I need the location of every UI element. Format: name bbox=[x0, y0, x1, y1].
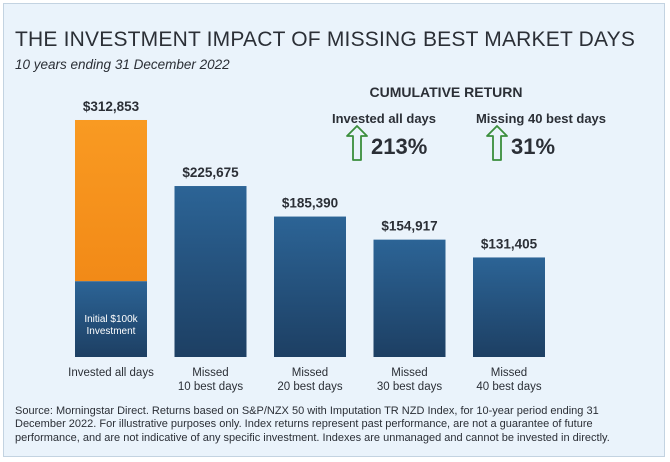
bar bbox=[174, 186, 247, 357]
cumulative-label-missing: Missing 40 best days bbox=[476, 111, 606, 126]
bar-value-label: $185,390 bbox=[282, 196, 338, 211]
bar-value-label: $312,853 bbox=[83, 99, 140, 114]
bar-value-label: $131,405 bbox=[481, 236, 538, 251]
cumulative-return-heading: CUMULATIVE RETURN bbox=[370, 84, 523, 100]
bar bbox=[373, 239, 446, 357]
cumulative-label-invested: Invested all days bbox=[332, 111, 436, 126]
bar-value-label: $154,917 bbox=[381, 219, 437, 234]
category-label: Missed 30 best days bbox=[377, 367, 442, 393]
bar bbox=[473, 257, 545, 357]
bar-chart: Initial $100k Investment $312,853 Invested … bbox=[68, 84, 606, 393]
bar-base-label: Initial $100k Investment bbox=[84, 314, 138, 337]
source-note: Source: Morningstar Direct. Returns base… bbox=[15, 405, 610, 444]
bar-value-label: $225,675 bbox=[182, 165, 239, 180]
cumulative-value-invested: 213% bbox=[371, 134, 427, 159]
up-arrow-icon bbox=[346, 125, 368, 161]
cumulative-value-missing: 31% bbox=[511, 134, 555, 159]
category-label: Missed 10 best days bbox=[178, 367, 243, 393]
bar-base-segment bbox=[75, 281, 147, 357]
chart-title: THE INVESTMENT IMPACT OF MISSING BEST MA… bbox=[15, 28, 636, 51]
bar-growth-segment bbox=[75, 119, 147, 282]
category-label: Missed 40 best days bbox=[476, 367, 541, 393]
chart-subtitle: 10 years ending 31 December 2022 bbox=[15, 57, 230, 72]
up-arrow-icon bbox=[486, 125, 508, 161]
category-label: Missed 20 best days bbox=[277, 367, 342, 393]
category-label: Invested all days bbox=[68, 367, 154, 379]
bar bbox=[274, 216, 346, 357]
